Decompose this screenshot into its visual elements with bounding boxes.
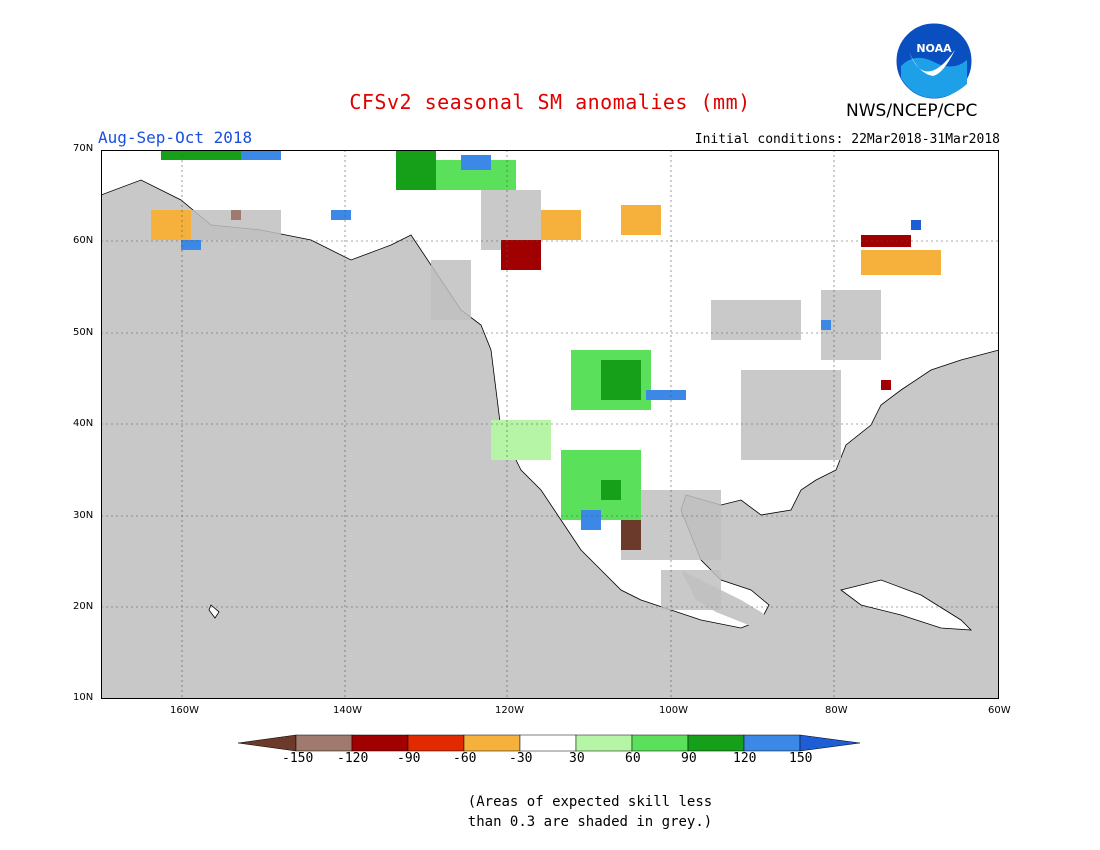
skill-mask [161,190,881,610]
lat-label-10n: 10N [73,692,94,703]
logo-text: NOAA [916,42,952,55]
initial-conditions-label: Initial conditions: 22Mar2018-31Mar2018 [694,132,1000,147]
lat-label-60n: 60N [73,235,94,246]
anomaly-cells [151,150,941,550]
colorbar-label: -150 [282,751,314,766]
lon-label-120w: 120W [495,705,524,716]
season-label: Aug-Sep-Oct 2018 [98,128,253,147]
colorbar-label: 120 [733,751,757,766]
agency-label: NWS/NCEP/CPC [846,101,978,121]
lon-label-140w: 140W [333,705,362,716]
lat-label-50n: 50N [73,327,94,338]
lat-label-20n: 20N [73,601,94,612]
skill-note-line2: than 0.3 are shaded in grey.) [467,814,713,830]
colorbar [238,734,861,752]
noaa-logo-icon: NOAA [895,22,973,100]
colorbar-label: -30 [509,751,533,766]
lat-label-30n: 30N [73,510,94,521]
colorbar-label: 30 [569,751,585,766]
land-mass [101,150,999,631]
skill-note-line1: (Areas of expected skill less [467,794,713,810]
colorbar-label: -120 [337,751,369,766]
chart-title: CFSv2 seasonal SM anomalies (mm) [349,90,751,114]
colorbar-arrow-left [238,734,297,752]
lon-label-160w: 160W [170,705,199,716]
skill-note: (Areas of expected skill less than 0.3 a… [400,792,780,832]
colorbar-label: -60 [453,751,477,766]
colorbar-label: -90 [397,751,421,766]
map-frame [101,150,999,699]
graticule [101,150,999,699]
colorbar-label: 60 [625,751,641,766]
colorbar-label: 90 [681,751,697,766]
lon-label-60w: 60W [988,705,1011,716]
lat-label-70n: 70N [73,143,94,154]
map-canvas [101,150,999,699]
lat-label-40n: 40N [73,418,94,429]
lon-label-100w: 100W [659,705,688,716]
lon-label-80w: 80W [825,705,848,716]
colorbar-arrow-right [799,734,861,752]
colorbar-label: 150 [789,751,813,766]
